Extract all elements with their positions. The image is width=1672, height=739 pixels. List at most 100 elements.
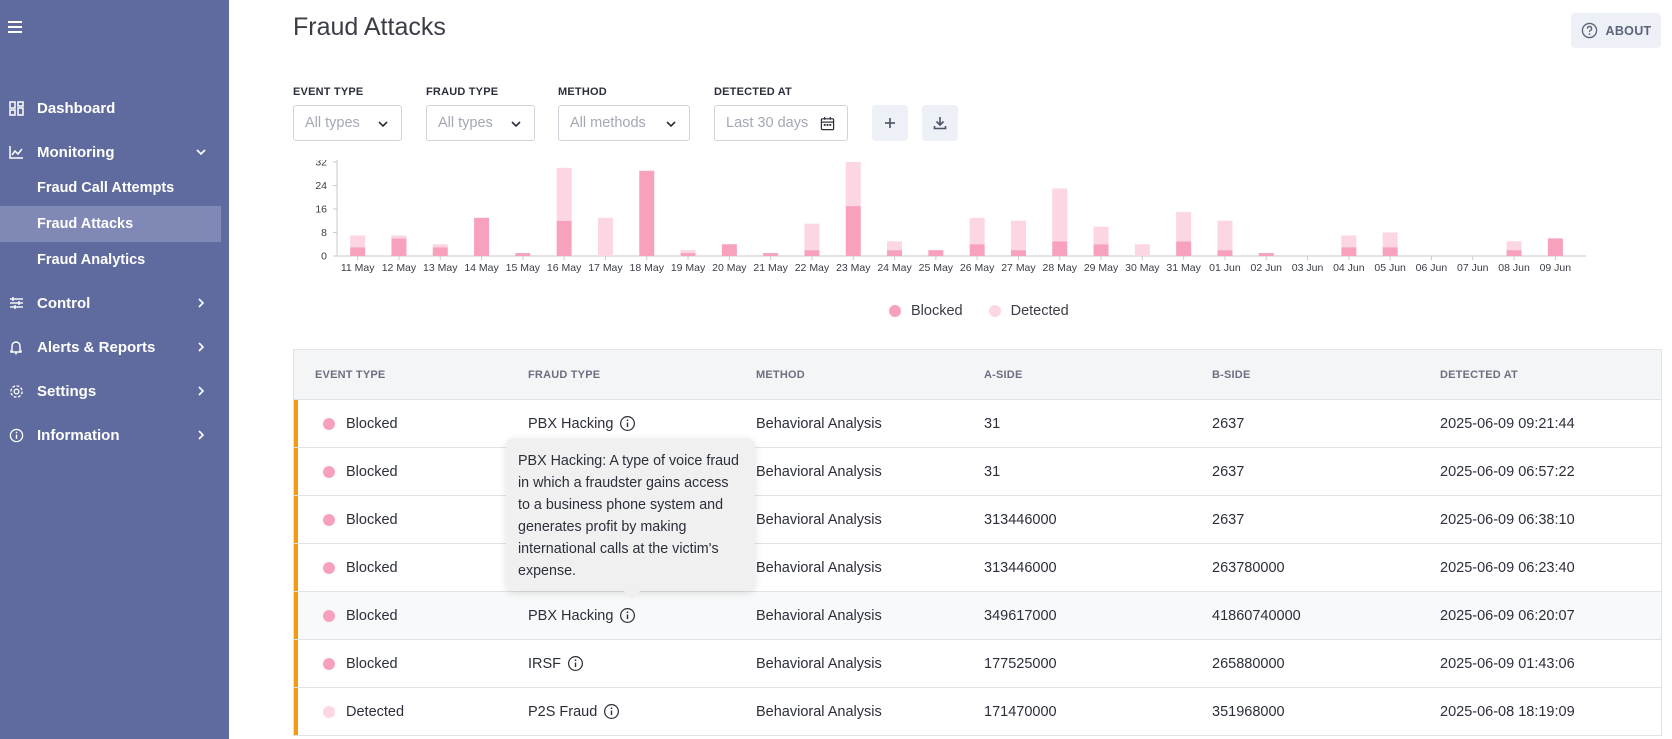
x-tick-label: 13 May	[423, 262, 458, 274]
bar-detected[interactable]	[1052, 188, 1068, 242]
bar-blocked[interactable]	[969, 244, 985, 256]
fraud-type-select[interactable]: All types	[426, 105, 535, 141]
bar-detected[interactable]	[804, 223, 820, 251]
cell-event-type: Detected	[294, 704, 514, 720]
bar-blocked[interactable]	[763, 253, 779, 256]
hamburger-menu-icon[interactable]	[8, 18, 28, 34]
cell-detected-at: 2025-06-09 01:43:06	[1440, 655, 1575, 672]
bar-detected[interactable]	[432, 244, 448, 248]
sidebar-item-alerts-reports[interactable]: Alerts & Reports	[0, 329, 229, 365]
detected-at-picker[interactable]: Last 30 days	[714, 105, 848, 141]
cell-fraud-type: PBX Hacking	[514, 607, 742, 624]
x-tick-label: 11 May	[341, 262, 375, 274]
sidebar-subitem-fraud-attacks[interactable]: Fraud Attacks	[0, 206, 221, 242]
legend-item-blocked[interactable]: Blocked	[889, 303, 963, 319]
bar-detected[interactable]	[1010, 220, 1026, 251]
event-type-text: Blocked	[346, 559, 398, 576]
info-icon[interactable]	[619, 607, 636, 624]
cell-b-side: 351968000	[1212, 703, 1285, 720]
legend-item-detected[interactable]: Detected	[988, 303, 1069, 319]
download-icon	[933, 117, 947, 130]
bar-detected[interactable]	[391, 235, 407, 239]
table-row[interactable]: Detected P2S Fraud Behavioral Analysis 1714…	[294, 688, 1661, 736]
fraud-attacks-table: EVENT TYPE FRAUD TYPE METHOD A-SIDE B-SI…	[293, 349, 1662, 736]
bar-detected[interactable]	[887, 241, 903, 251]
bar-blocked[interactable]	[474, 217, 490, 256]
bar-blocked[interactable]	[1382, 247, 1398, 256]
legend-label-blocked: Blocked	[911, 303, 963, 319]
header-a-side[interactable]: A-SIDE	[984, 368, 1023, 381]
header-event-type[interactable]: EVENT TYPE	[315, 368, 386, 381]
table-row[interactable]: Blocked IRSF Behavioral Analysis 177525000 2…	[294, 640, 1661, 688]
event-type-select[interactable]: All types	[293, 105, 402, 141]
sidebar-item-settings[interactable]: Settings	[0, 373, 229, 409]
bar-blocked[interactable]	[887, 250, 903, 256]
chart-svg: 0 8 16 24 32 11 May 12 May 13 May 14 May 15 May 16…	[315, 157, 1586, 274]
bar-blocked[interactable]	[804, 250, 820, 256]
sidebar-subitem-fraud-call-attempts[interactable]: Fraud Call Attempts	[37, 180, 175, 196]
bar-detected[interactable]	[680, 250, 696, 254]
bar-blocked[interactable]	[1506, 250, 1522, 256]
bar-blocked[interactable]	[1176, 241, 1192, 256]
info-icon	[7, 426, 25, 444]
bar-detected[interactable]	[1093, 226, 1109, 245]
sidebar-item-control[interactable]: Control	[0, 285, 229, 321]
header-detected-at[interactable]: DETECTED AT	[1440, 368, 1518, 381]
bar-blocked[interactable]	[432, 247, 448, 256]
sidebar-item-dashboard[interactable]: Dashboard	[0, 90, 229, 126]
sidebar-item-monitoring[interactable]: Monitoring	[0, 134, 229, 170]
table-row[interactable]: Blocked PBX Hacking Behavioral Analysis 349…	[294, 592, 1661, 640]
download-button[interactable]	[922, 105, 958, 141]
add-filter-button[interactable]	[872, 105, 908, 141]
status-dot	[323, 609, 335, 622]
bar-detected[interactable]	[1382, 232, 1398, 248]
chevron-down-icon	[666, 121, 676, 128]
bar-blocked[interactable]	[1217, 250, 1233, 256]
about-button[interactable]: ABOUT	[1571, 13, 1661, 48]
bar-detected[interactable]	[969, 217, 985, 245]
bar-blocked[interactable]	[1010, 250, 1026, 256]
x-tick-label: 09 Jun	[1540, 262, 1572, 274]
bar-blocked[interactable]	[928, 250, 944, 256]
header-method[interactable]: METHOD	[756, 368, 805, 381]
bar-detected[interactable]	[350, 235, 366, 248]
info-icon[interactable]	[567, 655, 584, 672]
bar-detected[interactable]	[597, 217, 613, 256]
sidebar-subitem-fraud-analytics[interactable]: Fraud Analytics	[37, 252, 146, 268]
bar-blocked[interactable]	[1258, 253, 1274, 256]
bar-blocked[interactable]	[1547, 238, 1563, 256]
bar-blocked[interactable]	[1052, 241, 1068, 256]
header-b-side[interactable]: B-SIDE	[1212, 368, 1251, 381]
bar-blocked[interactable]	[515, 253, 531, 256]
bar-detected[interactable]	[845, 162, 861, 207]
bar-detected[interactable]	[1341, 235, 1357, 248]
method-select[interactable]: All methods	[558, 105, 690, 141]
gear-icon	[7, 382, 25, 400]
bar-blocked[interactable]	[556, 220, 572, 256]
bar-blocked[interactable]	[721, 244, 737, 256]
bar-detected[interactable]	[1217, 220, 1233, 251]
bar-blocked[interactable]	[350, 247, 366, 256]
cell-method: Behavioral Analysis	[756, 703, 882, 720]
bar-detected[interactable]	[1506, 241, 1522, 251]
status-dot	[323, 417, 335, 430]
info-icon[interactable]	[603, 703, 620, 720]
bar-detected[interactable]	[556, 167, 572, 221]
bar-blocked[interactable]	[1341, 247, 1357, 256]
bar-blocked[interactable]	[639, 170, 655, 256]
bar-detected[interactable]	[1176, 211, 1192, 242]
info-icon[interactable]	[619, 415, 636, 432]
sidebar-item-information[interactable]: Information	[0, 417, 229, 453]
fraud-type-text: PBX Hacking	[528, 415, 614, 432]
bar-blocked[interactable]	[1093, 244, 1109, 256]
method-label: METHOD	[558, 86, 607, 98]
bar-blocked[interactable]	[680, 253, 696, 256]
bar-blocked[interactable]	[391, 238, 407, 256]
bar-blocked[interactable]	[845, 206, 861, 256]
header-fraud-type[interactable]: FRAUD TYPE	[528, 368, 601, 381]
bar-detected[interactable]	[1134, 244, 1150, 256]
